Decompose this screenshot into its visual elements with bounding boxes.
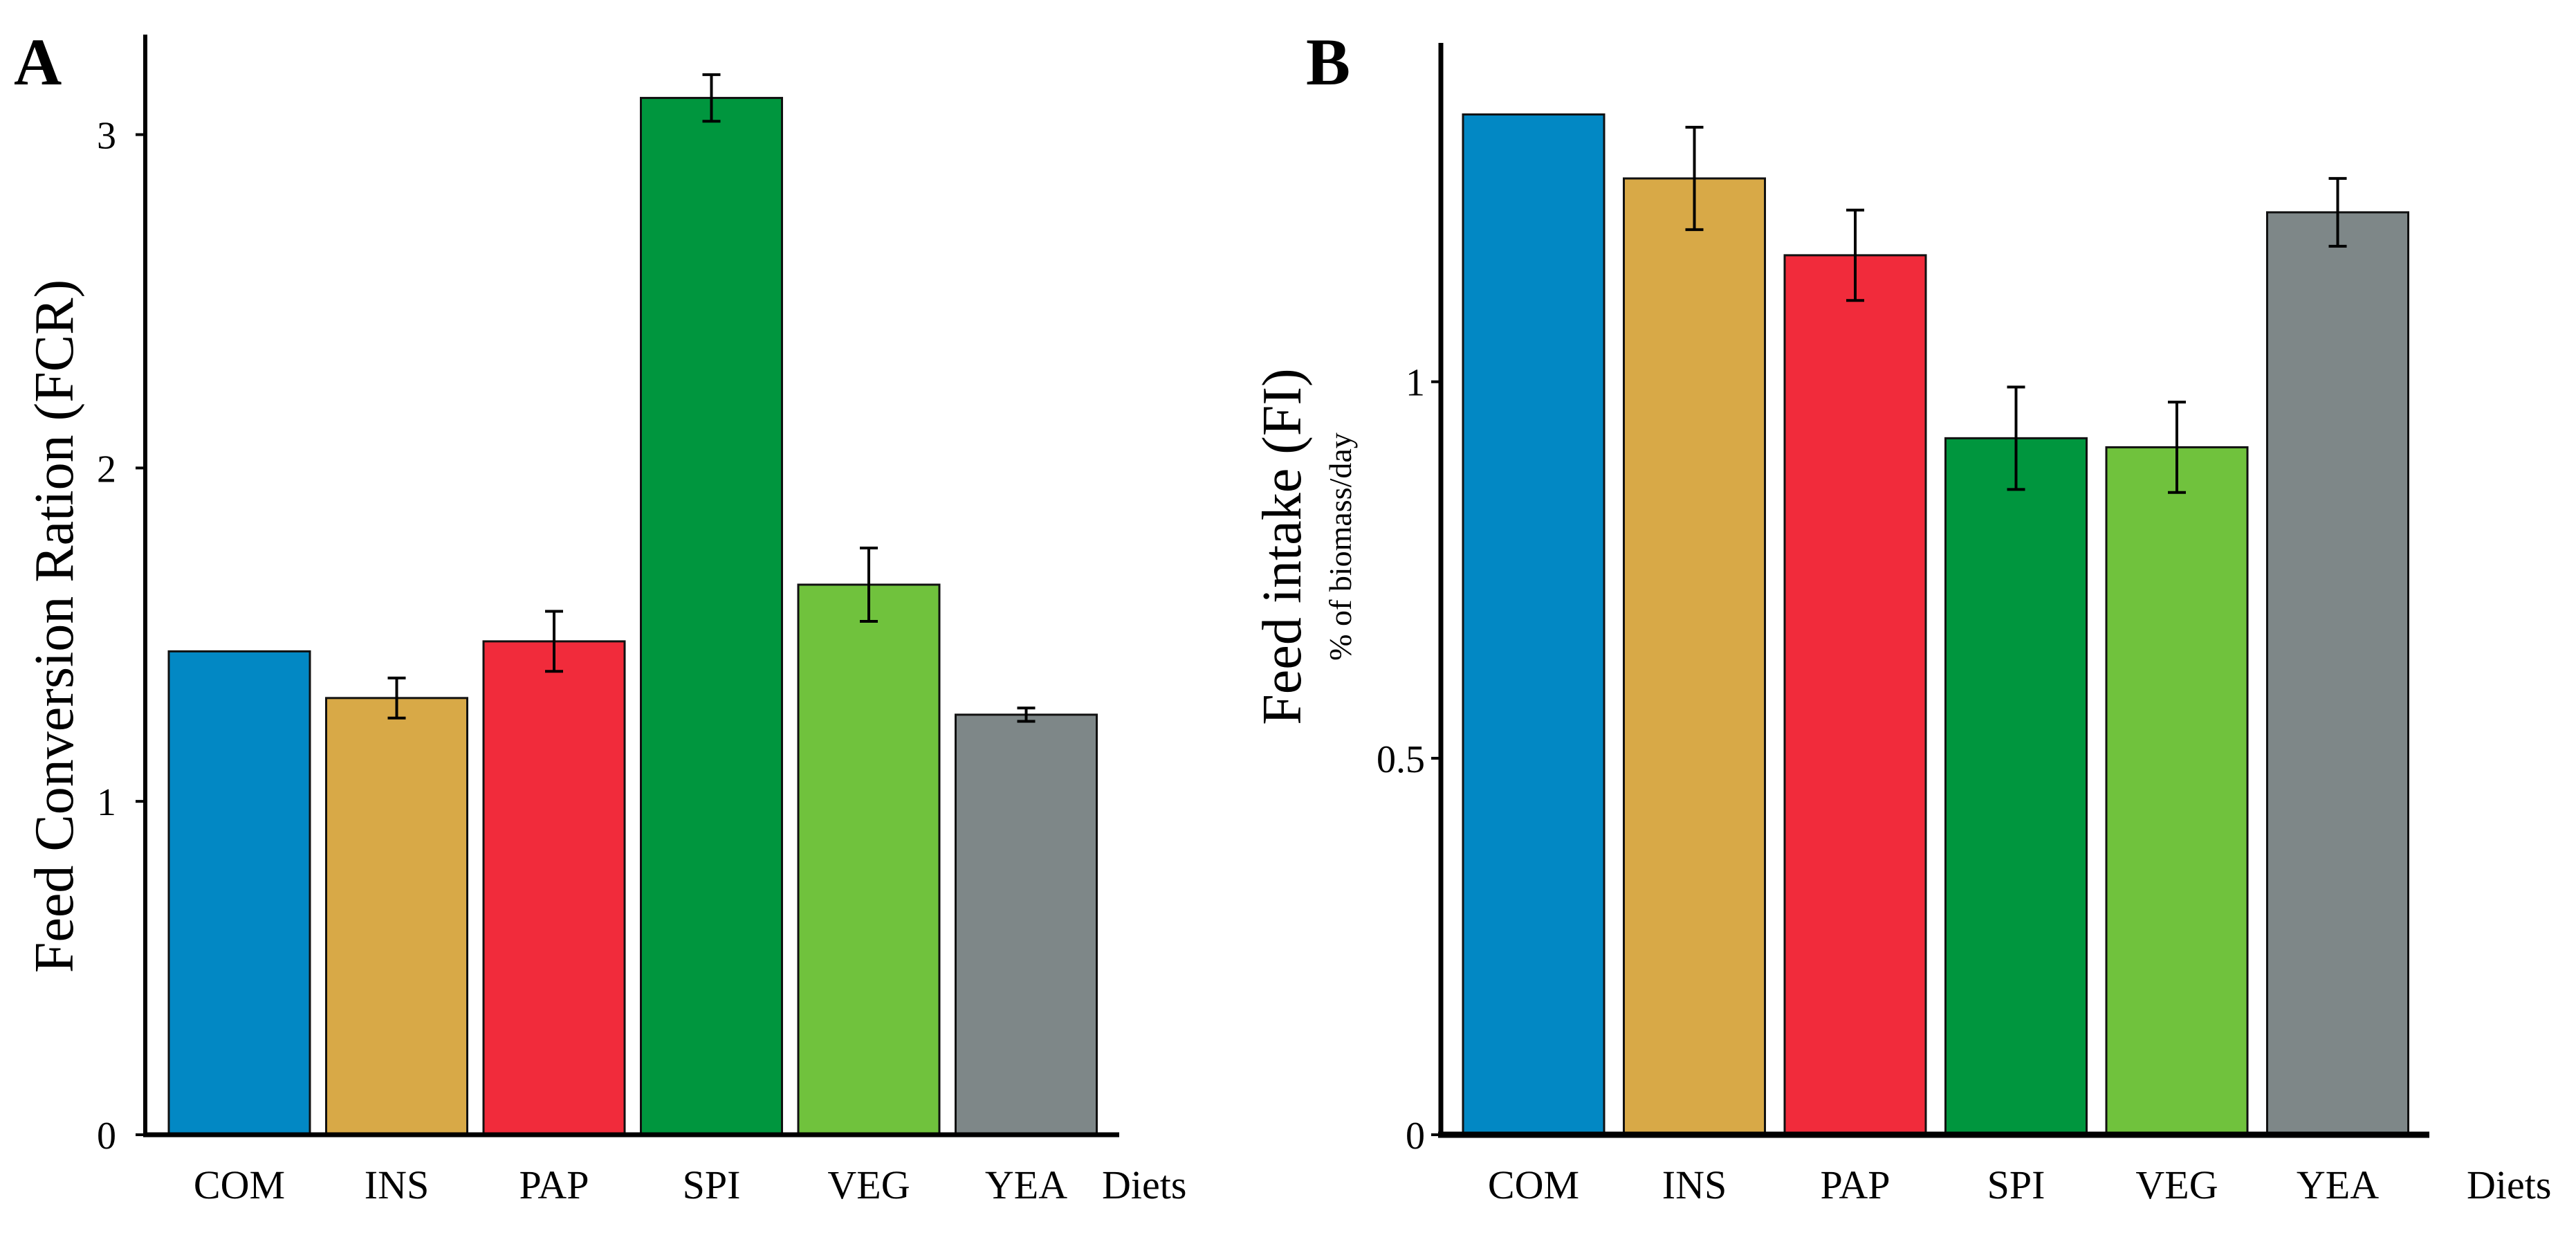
panel-b-y-axis-label: Feed intake (FI) — [1252, 368, 1313, 724]
panel-a-error-bars — [387, 73, 1036, 723]
panel-a-error-bar-veg — [860, 547, 878, 623]
panel-a-category-label: COM — [194, 1162, 285, 1207]
panel-a-category-label: PAP — [519, 1162, 589, 1207]
panel-a-category-label: YEA — [985, 1162, 1067, 1207]
panel-a-category-label: VEG — [827, 1162, 910, 1207]
panel-b-error-bar-ins — [1685, 125, 1704, 231]
panel-b-error-bar-pap — [1846, 208, 1864, 302]
panel-a-bar-spi — [640, 97, 783, 1136]
panel-b-bar-veg — [2105, 446, 2249, 1136]
panel-a-category-label: SPI — [683, 1162, 741, 1207]
panel-b-bar-yea — [2266, 211, 2409, 1136]
panel-b-y-tick-label: 1 — [1406, 362, 1425, 405]
panel-a-category-labels: COM INS PAP SPI VEG YEA — [194, 1162, 1067, 1207]
panel-b-category-label: INS — [1662, 1162, 1727, 1207]
panel-b-bar-spi — [1944, 437, 2088, 1136]
panel-b-category-label: YEA — [2297, 1162, 2379, 1207]
panel-a-x-axis-label: Diets — [1102, 1162, 1186, 1207]
panel-b-category-labels: COM INS PAP SPI VEG YEA — [1488, 1162, 2379, 1207]
panel-a-category-label: INS — [365, 1162, 429, 1207]
panel-b-category-label: VEG — [2135, 1162, 2218, 1207]
panel-b-bar-ins — [1623, 177, 1766, 1136]
panel-a-y-axis-label: Feed Conversion Ration (FCR) — [24, 280, 85, 973]
panel-b-bar-com — [1462, 113, 1606, 1136]
panel-b-error-bar-veg — [2168, 401, 2186, 494]
panel-a-bar-pap — [482, 640, 626, 1136]
panel-b-y-tick-label: 0 — [1406, 1115, 1425, 1158]
panel-a-bars — [167, 97, 1098, 1136]
panel-a-error-bar-spi — [702, 73, 721, 123]
panel-b-category-label: COM — [1488, 1162, 1579, 1207]
panel-b-bars — [1462, 113, 2409, 1136]
panel-b-error-bars — [1685, 125, 2347, 494]
panel-a-bar-ins — [325, 697, 468, 1136]
panel-a-bar-yea — [955, 713, 1098, 1136]
panel-b-fi-chart: B Feed intake (FI) % of biomass/day Diet… — [1252, 25, 2551, 1207]
panel-a-bar-com — [167, 650, 311, 1136]
panel-b-y-ticks: 00.51 — [1377, 362, 1441, 1158]
panel-b-bar-pap — [1783, 254, 1927, 1136]
panel-a-y-ticks: 0 1 2 3 — [97, 115, 145, 1158]
panel-b-x-axis-label: Diets — [2467, 1162, 2551, 1207]
panel-b-error-bar-yea — [2328, 176, 2347, 248]
panel-b-error-bar-spi — [2007, 385, 2025, 491]
panel-b-y-axis-sublabel: % of biomass/day — [1323, 432, 1358, 661]
panel-a-error-bar-pap — [545, 610, 563, 673]
panel-a-y-tick-label: 0 — [97, 1115, 116, 1158]
panel-a-label: A — [14, 25, 62, 99]
panel-a-fcr-chart: A Feed Conversion Ration (FCR) Diets 0 1 2… — [14, 25, 1186, 1207]
panel-b-category-label: PAP — [1820, 1162, 1890, 1207]
panel-a-y-tick-label: 2 — [97, 448, 116, 491]
panel-a-bar-veg — [797, 583, 941, 1136]
panel-a-y-tick-label: 1 — [97, 781, 116, 824]
panel-b-y-tick-label: 0.5 — [1377, 738, 1425, 781]
panel-b-label: B — [1306, 25, 1350, 99]
panel-a-y-tick-label: 3 — [97, 115, 116, 158]
panel-b-category-label: SPI — [1987, 1162, 2045, 1207]
panel-a-error-bar-yea — [1017, 706, 1036, 723]
panel-a-error-bar-ins — [387, 676, 406, 720]
